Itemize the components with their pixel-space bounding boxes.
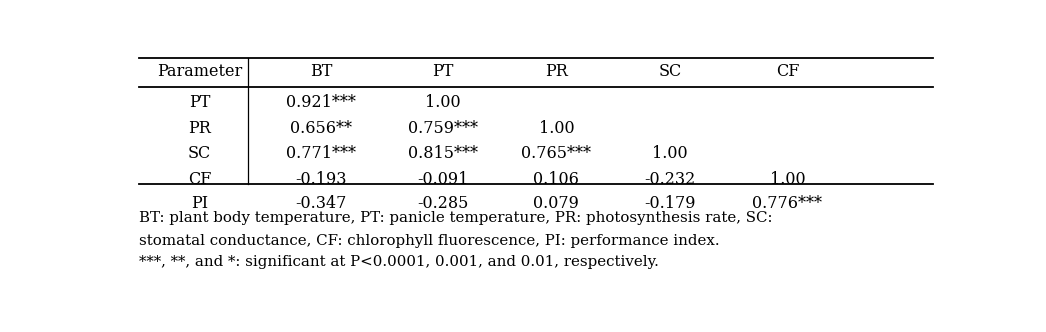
Text: 0.921***: 0.921***	[287, 94, 357, 111]
Text: 0.776***: 0.776***	[752, 195, 822, 212]
Text: 0.815***: 0.815***	[408, 145, 478, 162]
Text: ***, **, and *: significant at P<0.0001, 0.001, and 0.01, respectively.: ***, **, and *: significant at P<0.0001,…	[139, 255, 659, 269]
Text: BT: BT	[310, 63, 333, 80]
Text: 0.771***: 0.771***	[287, 145, 357, 162]
Text: 1.00: 1.00	[539, 120, 574, 136]
Text: PR: PR	[545, 63, 568, 80]
Text: -0.193: -0.193	[296, 171, 347, 188]
Text: -0.232: -0.232	[644, 171, 696, 188]
Text: 0.079: 0.079	[533, 195, 579, 212]
Text: CF: CF	[188, 171, 211, 188]
Text: -0.179: -0.179	[644, 195, 696, 212]
Text: 0.656**: 0.656**	[290, 120, 353, 136]
Text: Parameter: Parameter	[157, 63, 243, 80]
Text: 1.00: 1.00	[425, 94, 460, 111]
Text: PI: PI	[191, 195, 208, 212]
Text: SC: SC	[658, 63, 681, 80]
Text: PT: PT	[432, 63, 454, 80]
Text: stomatal conductance, CF: chlorophyll fluorescence, PI: performance index.: stomatal conductance, CF: chlorophyll fl…	[139, 233, 720, 248]
Text: 0.765***: 0.765***	[521, 145, 591, 162]
Text: CF: CF	[776, 63, 799, 80]
Text: 0.106: 0.106	[533, 171, 579, 188]
Text: PR: PR	[188, 120, 211, 136]
Text: -0.347: -0.347	[296, 195, 347, 212]
Text: 1.00: 1.00	[652, 145, 687, 162]
Text: -0.091: -0.091	[417, 171, 469, 188]
Text: 1.00: 1.00	[770, 171, 805, 188]
Text: PT: PT	[189, 94, 210, 111]
Text: SC: SC	[188, 145, 211, 162]
Text: -0.285: -0.285	[417, 195, 469, 212]
Text: 0.759***: 0.759***	[408, 120, 478, 136]
Text: BT: plant body temperature, PT: panicle temperature, PR: photosynthesis rate, SC: BT: plant body temperature, PT: panicle …	[139, 210, 772, 224]
